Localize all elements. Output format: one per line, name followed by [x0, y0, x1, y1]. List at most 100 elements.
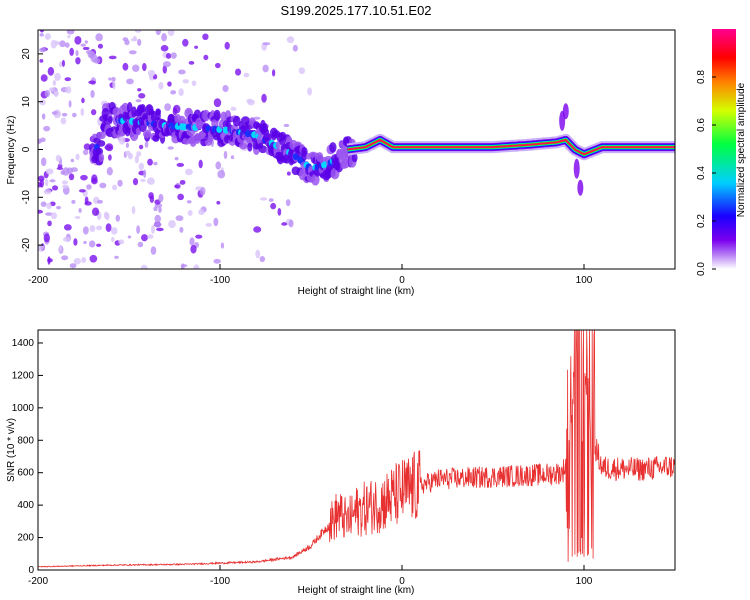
spectrogram-noise-blob	[142, 62, 147, 72]
spectrogram-noise-blob	[40, 74, 48, 82]
spectrogram-noise-blob	[217, 170, 226, 179]
spectrogram-noise-blob	[80, 174, 88, 181]
spectrogram-ridge-blob	[139, 103, 146, 115]
spectrogram-noise-blob	[84, 196, 89, 205]
spectrogram-noise-blob	[185, 168, 193, 176]
spectrogram-ridge-blob	[311, 173, 320, 186]
spectrogram-noise-blob	[51, 185, 59, 191]
spectrogram-noise-blob	[83, 240, 87, 245]
spectrogram-noise-blob	[78, 189, 86, 193]
spectrogram-peak-blob	[181, 123, 188, 131]
spectrogram-noise-blob	[78, 208, 82, 213]
spectrogram-noise-blob	[149, 195, 155, 203]
spectrogram-ridge-blob	[96, 131, 106, 140]
spectrogram-ridge-blob	[97, 140, 106, 147]
chart-title: S199.2025.177.10.51.E02	[280, 3, 431, 18]
spectrogram-noise-blob	[178, 88, 184, 97]
bottom-y-axis-tick-label: 800	[17, 435, 34, 446]
spectrogram-noise-blob	[220, 242, 225, 249]
top-x-axis-tick-label: 100	[576, 275, 593, 286]
spectrogram-noise-blob	[189, 237, 195, 246]
spectrogram-noise-blob	[177, 193, 185, 201]
spectrogram-noise-blob	[75, 153, 80, 161]
spectrogram-noise-blob	[117, 179, 123, 187]
spectrogram-noise-blob	[222, 84, 229, 93]
spectrogram-noise-blob	[112, 80, 116, 90]
spectrogram-noise-blob	[96, 243, 102, 247]
spectrogram-noise-blob	[118, 135, 126, 145]
spectrogram-noise-blob	[59, 40, 66, 48]
spectrogram-noise-blob	[194, 45, 199, 49]
spectrogram-noise-blob	[62, 184, 70, 189]
spectrogram-noise-blob	[198, 209, 205, 216]
spectrogram-noise-blob	[158, 82, 164, 90]
spectrogram-noise-blob	[198, 159, 203, 169]
spectrogram-noise-blob	[230, 106, 237, 111]
spectrogram-noise-blob	[150, 224, 155, 234]
colorbar-tick-label: 0.2	[696, 214, 707, 228]
snr-line-layer	[38, 330, 675, 568]
spectrogram-noise-blob	[114, 255, 119, 259]
spectrogram-noise-blob	[38, 209, 44, 214]
spectrogram-noise-blob	[191, 80, 197, 87]
spectrogram-noise-blob	[112, 184, 118, 191]
spectrogram-noise-blob	[277, 208, 282, 216]
spectrogram-noise-blob	[285, 199, 291, 207]
spectrogram-noise-blob	[89, 225, 96, 233]
spectrogram-noise-blob	[147, 158, 153, 166]
spectrogram-noise-blob	[259, 197, 268, 201]
spectrogram-noise-blob	[62, 236, 71, 242]
spectrogram-noise-blob	[283, 123, 290, 128]
spectrogram-noise-blob	[56, 166, 64, 171]
spectrogram-ridge-blob	[155, 109, 161, 122]
spectrogram-noise-blob	[167, 30, 175, 37]
spectrogram-noise-blob	[95, 33, 103, 42]
spectrogram-ridge-blob	[262, 122, 269, 135]
spectrogram-ridge-blob	[142, 129, 152, 139]
spectrogram-noise-blob	[111, 76, 116, 82]
top-x-axis-ticks: -200 -100 0 100	[28, 264, 593, 286]
bottom-y-axis-tick-label: 400	[17, 500, 34, 511]
top-y-axis-tick-label: -10	[21, 190, 32, 205]
spectrogram-noise-blob	[65, 86, 72, 94]
spectrogram-noise-blob	[51, 212, 57, 220]
spectrogram-noise-blob	[81, 257, 87, 263]
spectrogram-noise-blob	[66, 30, 75, 35]
spectrogram-noise-blob	[80, 43, 87, 47]
spectrogram-peak-blob	[292, 153, 299, 161]
top-y-axis-tick-label: 20	[21, 48, 32, 60]
spectrogram-noise-blob	[61, 59, 66, 67]
spectrogram-noise-blob	[158, 206, 162, 213]
top-y-axis-tick-label: -20	[21, 237, 32, 252]
spectrogram-noise-blob	[111, 236, 115, 243]
spectrogram-ridge-blob	[351, 153, 358, 163]
spectrogram-noise-blob	[58, 61, 63, 68]
spectrogram-noise-blob	[178, 69, 186, 75]
spectrogram-noise-blob	[96, 225, 103, 231]
spectrogram-noise-blob	[138, 144, 144, 150]
spectrogram-noise-blob	[86, 184, 92, 190]
spectrogram-noise-blob	[47, 256, 51, 265]
spectrogram-noise-blob	[40, 201, 47, 207]
spectrogram-noise-blob	[47, 66, 55, 76]
spectrogram-noise-blob	[39, 47, 47, 53]
spectrogram-noise-blob	[230, 155, 235, 160]
spectrogram-noise-blob	[214, 62, 221, 69]
spectrogram-noise-blob	[147, 234, 154, 239]
spectrogram-noise-blob	[213, 217, 219, 227]
spectrogram-noise-blob	[167, 81, 172, 87]
spectrogram-noise-blob	[134, 155, 139, 164]
spectrogram-noise-blob	[195, 234, 203, 239]
spectrogram-noise-blob	[125, 142, 129, 148]
spectrogram-noise-blob	[61, 255, 69, 261]
spectrogram-noise-blob	[73, 258, 81, 265]
spectrogram-noise-blob	[127, 235, 132, 239]
spectrogram-noise-blob	[155, 30, 161, 36]
spectrogram-noise-blob	[60, 117, 67, 125]
spectrogram-noise-blob	[153, 222, 162, 228]
spectrogram-noise-blob	[39, 33, 44, 37]
spectrogram-noise-blob	[132, 177, 139, 186]
spectrogram-noise-blob	[82, 46, 90, 51]
spectrogram-noise-blob	[161, 33, 167, 42]
spectrogram-noise-blob	[186, 200, 192, 204]
